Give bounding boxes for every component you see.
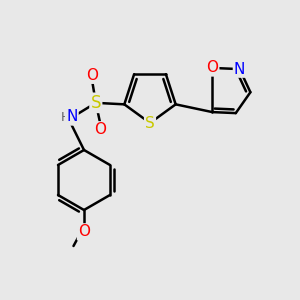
Text: O: O <box>94 122 106 137</box>
Text: O: O <box>86 68 98 83</box>
Text: N: N <box>66 110 77 124</box>
Text: H: H <box>61 111 70 124</box>
Text: S: S <box>145 116 155 130</box>
Text: O: O <box>78 224 90 239</box>
Text: N: N <box>234 61 245 76</box>
Text: S: S <box>91 94 101 112</box>
Text: O: O <box>206 60 218 75</box>
